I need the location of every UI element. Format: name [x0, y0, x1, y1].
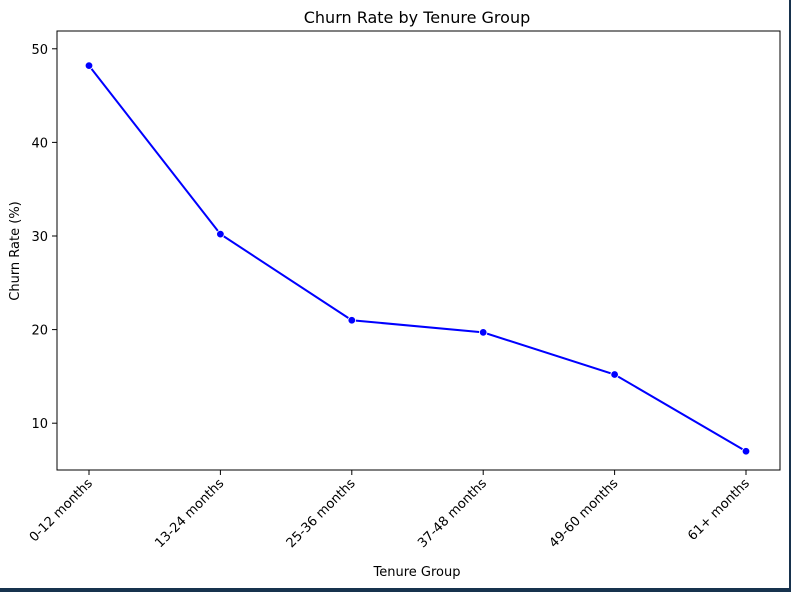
- x-tick-label: 49-60 months: [547, 476, 622, 551]
- x-axis: 0-12 months 13-24 months 25-36 months 37-48…: [27, 470, 753, 551]
- y-tick-label: 20: [31, 324, 48, 339]
- data-point: [610, 370, 619, 379]
- data-point: [347, 316, 356, 325]
- y-tick-label: 40: [31, 136, 48, 151]
- x-tick-label: 13-24 months: [152, 476, 227, 551]
- y-axis: 10 20 30 40 50: [31, 43, 57, 432]
- y-tick-label: 50: [31, 43, 48, 58]
- chart-title: Churn Rate by Tenure Group: [304, 8, 531, 27]
- y-tick-label: 10: [31, 417, 48, 432]
- y-tick-label: 30: [31, 230, 48, 245]
- plot-area: [56, 30, 781, 471]
- x-tick-label: 61+ months: [685, 476, 753, 544]
- y-axis-title: Churn Rate (%): [8, 201, 23, 300]
- data-point: [216, 229, 225, 239]
- x-tick-label: 25-36 months: [284, 476, 359, 551]
- data-point: [84, 61, 94, 70]
- data-point: [741, 447, 751, 456]
- series-layer: [84, 61, 751, 456]
- x-tick-label: 37-48 months: [415, 476, 490, 551]
- data-point: [479, 328, 488, 337]
- x-tick-label: 0-12 months: [27, 476, 96, 545]
- series-line: [88, 65, 747, 453]
- x-axis-title: Tenure Group: [373, 565, 461, 580]
